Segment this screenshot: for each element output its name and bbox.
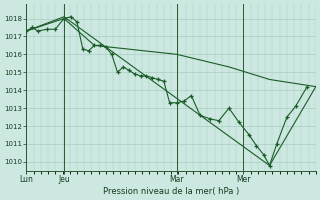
X-axis label: Pression niveau de la mer( hPa ): Pression niveau de la mer( hPa ) bbox=[103, 187, 239, 196]
